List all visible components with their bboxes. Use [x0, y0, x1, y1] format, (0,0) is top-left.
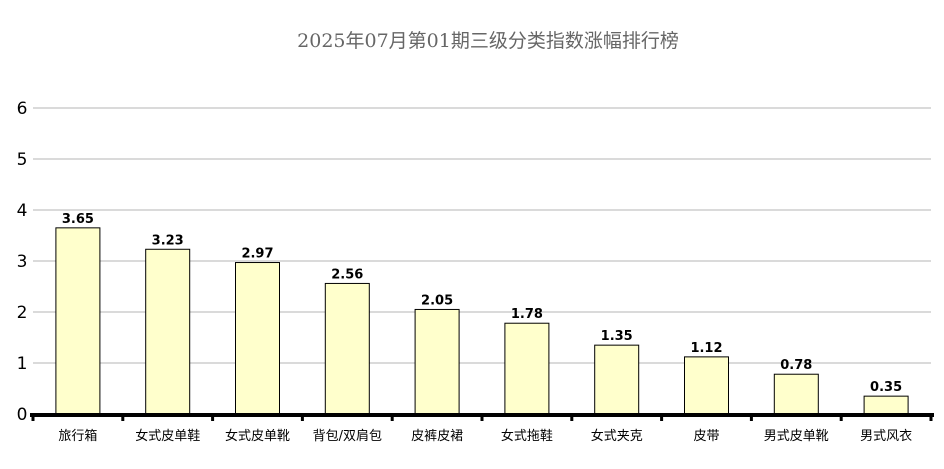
bars — [55, 227, 909, 415]
data-label: 0.78 — [780, 358, 812, 373]
y-tick-label: 0 — [17, 405, 28, 425]
y-tick-label: 2 — [17, 303, 28, 323]
bar — [55, 227, 101, 415]
bar — [145, 248, 191, 415]
x-tick-label: 旅行箱 — [58, 428, 97, 444]
chart-title: 2025年07月第01期三级分类指数涨幅排行榜 — [297, 30, 679, 52]
labels: 0 1 2 3 4 5 6 3.65 旅行箱 3.23 女式皮单鞋 2.97 女式皮单靴 2.56 背包/双… — [17, 99, 913, 444]
bar — [414, 308, 460, 415]
x-tick-label: 男式皮单靴 — [764, 429, 829, 444]
y-tick-label: 5 — [17, 150, 28, 170]
axes — [30, 413, 934, 421]
x-tick-label: 女式夹克 — [591, 428, 643, 444]
data-label: 0.35 — [870, 380, 902, 395]
data-label: 2.56 — [331, 267, 363, 282]
x-tick-label: 皮带 — [693, 429, 719, 444]
bar — [594, 344, 640, 415]
data-label: 1.35 — [601, 329, 633, 344]
x-tick-label: 女式皮单靴 — [225, 428, 290, 444]
bar — [863, 395, 909, 415]
x-tick-label: 女式皮单鞋 — [135, 428, 200, 444]
y-tick-label: 4 — [17, 201, 28, 221]
bar — [235, 262, 280, 415]
data-label: 3.65 — [62, 212, 94, 227]
bar — [773, 373, 819, 415]
x-tick-label: 女式拖鞋 — [501, 428, 553, 444]
data-label: 1.78 — [511, 307, 543, 322]
data-label: 2.05 — [421, 293, 453, 308]
y-tick-label: 6 — [17, 99, 28, 119]
x-tick-label: 背包/双肩包 — [313, 428, 382, 444]
y-tick-label: 3 — [17, 252, 28, 272]
bar — [324, 282, 370, 415]
bar — [504, 322, 550, 415]
data-label: 1.12 — [690, 341, 722, 356]
x-tick-label: 男式风衣 — [860, 428, 912, 444]
data-label: 3.23 — [152, 233, 184, 248]
x-tick-label: 皮裤皮裙 — [411, 429, 463, 444]
y-tick-label: 1 — [17, 354, 28, 374]
data-label: 2.97 — [241, 247, 273, 262]
bar — [684, 356, 729, 415]
